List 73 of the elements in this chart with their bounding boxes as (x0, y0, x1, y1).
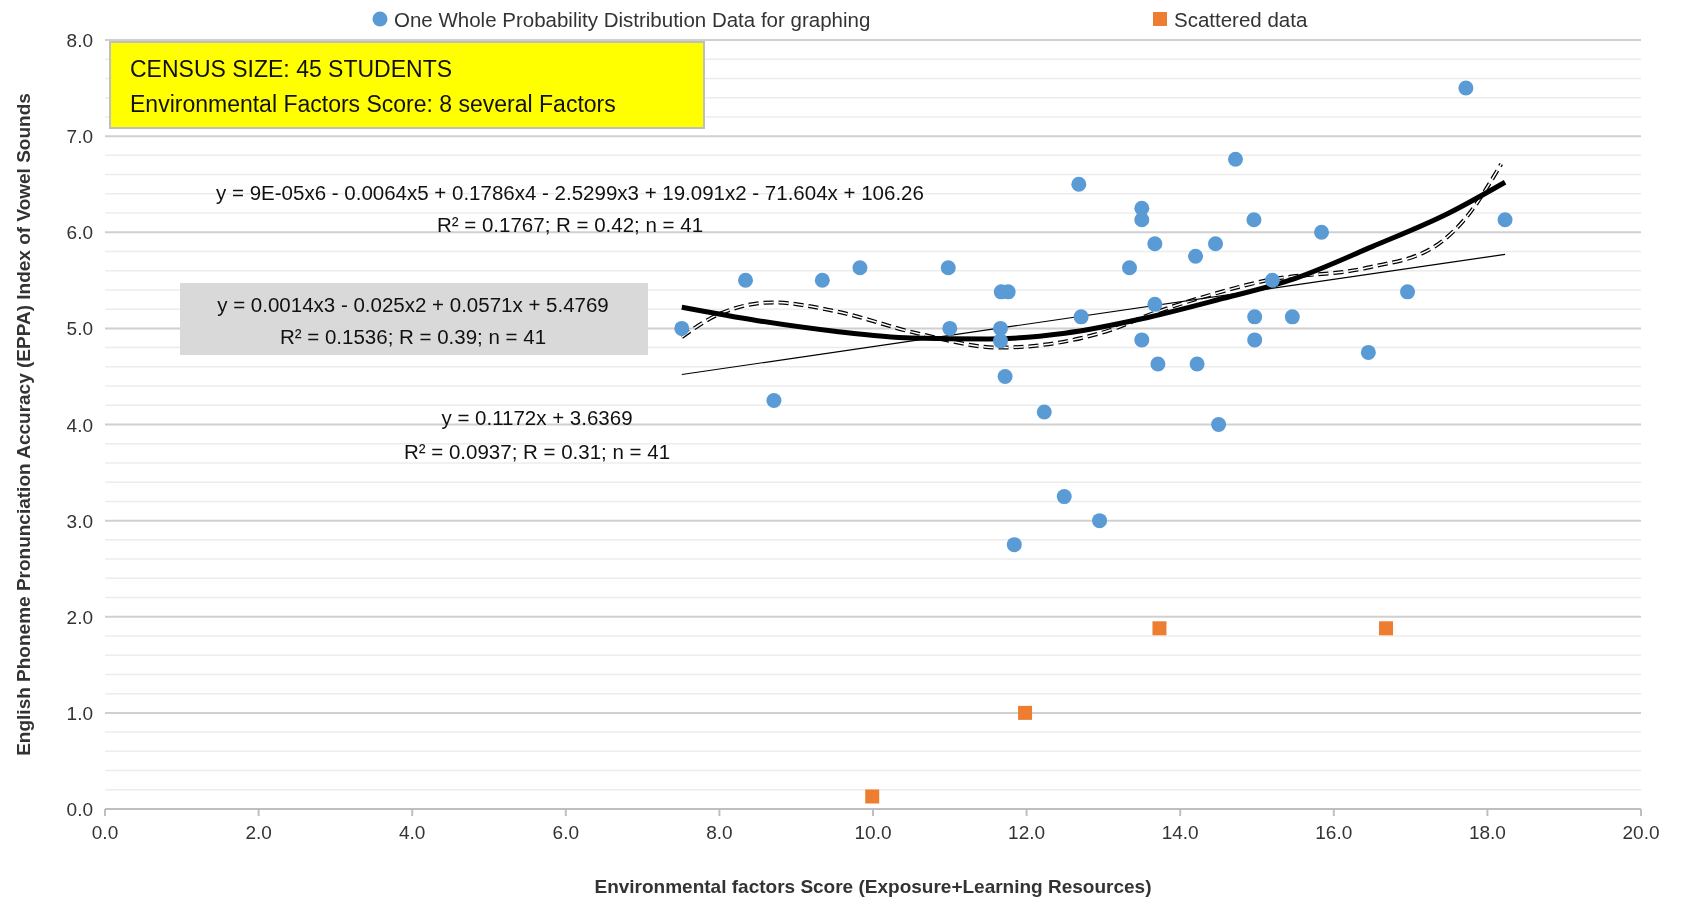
point (1056, 489, 1072, 505)
x-tick-label: 0.0 (91, 822, 119, 843)
x-tick-label: 18.0 (1468, 822, 1506, 843)
point (674, 320, 690, 336)
annotation: Environmental Factors Score: 8 several Factors (130, 91, 616, 117)
annotation: R² = 0.0937; R = 0.31; n = 41 (403, 440, 671, 463)
annotation: y = 0.0014x3 - 0.025x2 + 0.0571x + 5.4769 (217, 293, 609, 316)
x-tick-label: 20.0 (1622, 822, 1660, 843)
point (1036, 404, 1052, 420)
point (1147, 296, 1163, 312)
x-tick-label: 16.0 (1315, 822, 1353, 843)
point (852, 260, 868, 276)
annotation: CENSUS SIZE: 45 STUDENTS (130, 56, 453, 82)
point (1071, 176, 1087, 192)
point (1152, 621, 1167, 636)
point (1134, 332, 1150, 348)
point (1497, 212, 1513, 228)
x-tick-label: 6.0 (552, 822, 580, 843)
y-tick-label: 8.0 (66, 30, 93, 51)
point (1122, 260, 1138, 276)
point (814, 272, 830, 288)
point (1134, 212, 1150, 228)
y-tick-label: 1.0 (66, 702, 93, 724)
point (942, 320, 958, 336)
point (940, 260, 956, 276)
y-tick-label: 3.0 (66, 510, 93, 532)
point (1208, 236, 1224, 252)
x-tick-label: 2.0 (245, 822, 272, 843)
point (1400, 284, 1416, 300)
point (1147, 236, 1163, 252)
annotation: y = 9E-05x6 - 0.0064x5 + 0.1786x4 - 2.5299x3 + 19.091x2 - 71.604x + 106.26 (216, 181, 924, 204)
legend-label: One Whole Probability Distribution Data for graphing (394, 8, 871, 31)
x-tick-label: 12.0 (1008, 822, 1046, 843)
point (1006, 537, 1022, 553)
annotation: R² = 0.1767; R = 0.42; n = 41 (436, 213, 704, 236)
y-tick-label: 0.0 (66, 799, 93, 820)
point (992, 333, 1008, 349)
point (1188, 248, 1204, 264)
point (1092, 513, 1108, 529)
legend-label: Scattered data (1174, 8, 1308, 31)
point (766, 392, 782, 408)
x-tick-label: 14.0 (1161, 822, 1199, 843)
point (1247, 309, 1263, 325)
point (738, 272, 754, 288)
annotation: R² = 0.1536; R = 0.39; n = 41 (279, 325, 547, 348)
point (1360, 344, 1376, 360)
point (1228, 151, 1243, 167)
point (997, 368, 1013, 384)
x-tick-label: 8.0 (706, 822, 733, 843)
x-axis-title: Environmental factors Score (Exposure+Learning Resources) (594, 876, 1152, 897)
point (1379, 621, 1394, 636)
point (1246, 212, 1262, 228)
point (1073, 309, 1089, 325)
point (1018, 705, 1033, 720)
y-axis-title: English Phoneme Pronunciation Accuracy (EPPA) Index of Vowel Sounds (13, 93, 34, 756)
x-tick-label: 4.0 (398, 822, 426, 843)
y-tick-label: 4.0 (66, 414, 93, 436)
y-tick-label: 5.0 (66, 318, 93, 340)
point (1189, 356, 1205, 372)
y-tick-label: 7.0 (66, 126, 93, 148)
y-tick-label: 2.0 (66, 606, 93, 628)
point (1211, 417, 1227, 432)
point (865, 789, 880, 804)
point (1247, 332, 1263, 348)
annotation: y = 0.1172x + 3.6369 (441, 406, 633, 429)
point (1458, 80, 1474, 96)
point (1314, 224, 1330, 240)
point (1264, 272, 1280, 288)
point (1284, 309, 1300, 325)
x-tick-label: 10.0 (854, 822, 892, 843)
point (1150, 356, 1166, 372)
y-tick-label: 6.0 (66, 222, 93, 244)
point (992, 320, 1008, 336)
